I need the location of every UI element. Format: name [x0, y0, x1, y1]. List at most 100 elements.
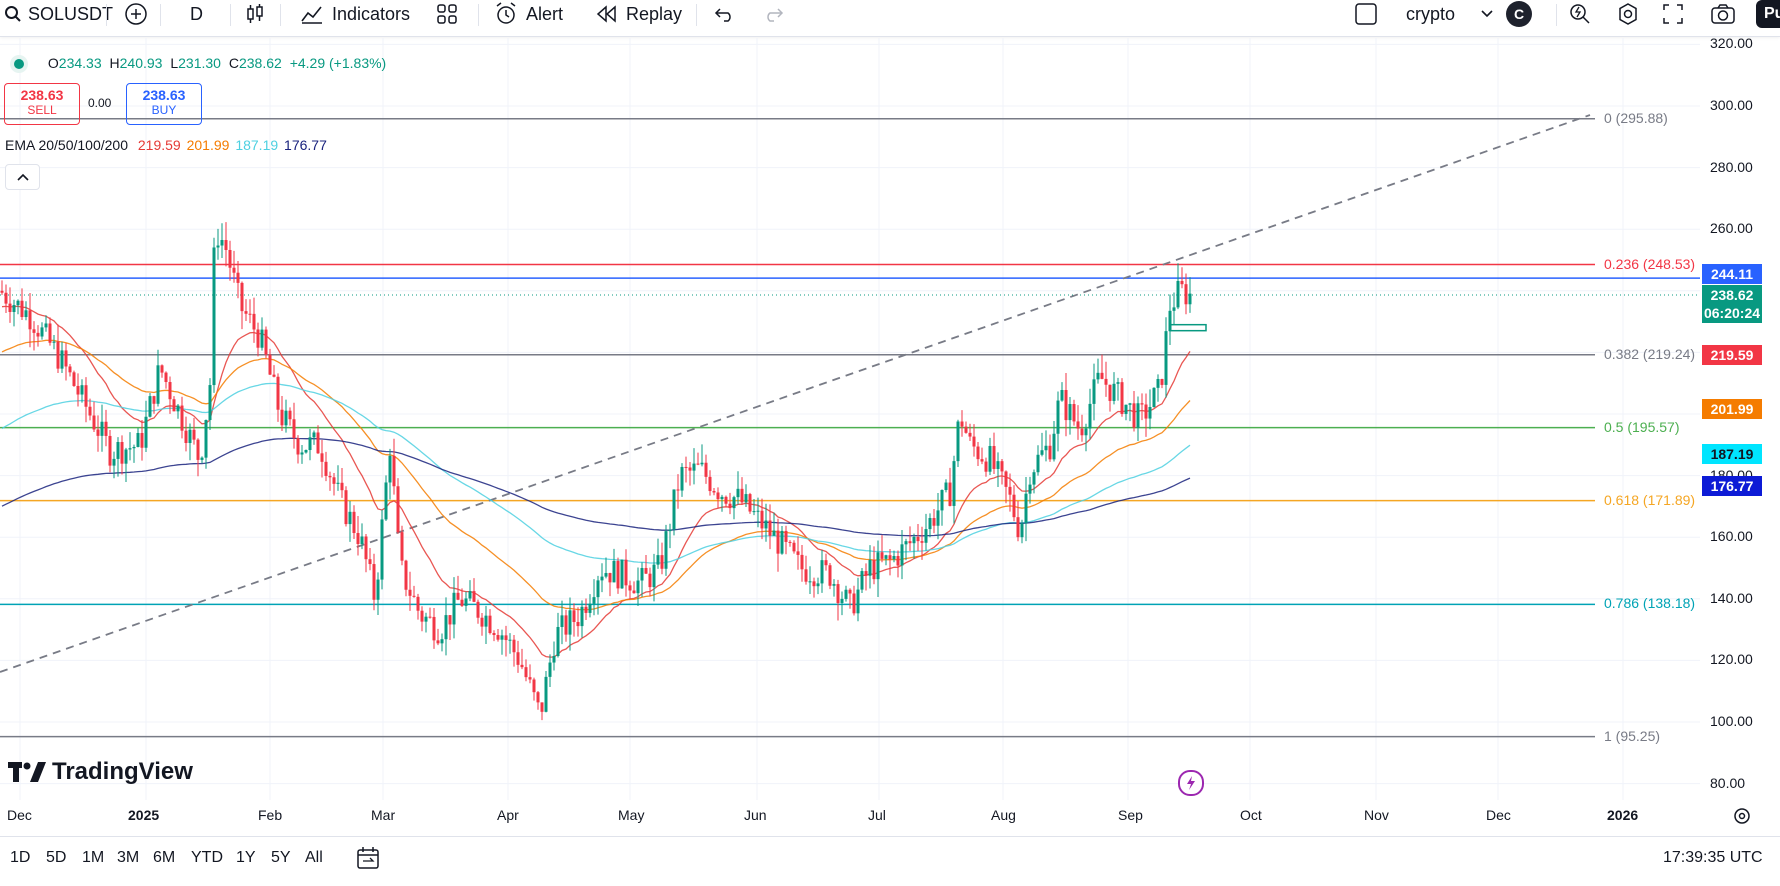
axis-settings-button[interactable] [1732, 806, 1752, 831]
candle-body [1120, 382, 1124, 414]
range-button-all[interactable]: All [305, 849, 323, 866]
ema20-tag: 219.59 [1702, 345, 1762, 365]
sell-button[interactable]: 238.63 SELL [4, 83, 80, 125]
candle-body [40, 327, 44, 337]
candle-body [796, 551, 800, 555]
candle-body [1132, 403, 1136, 428]
candle-body [248, 313, 252, 315]
high-value: 240.93 [119, 55, 163, 71]
ema20-value: 219.59 [137, 137, 181, 153]
range-button-6m[interactable]: 6M [153, 849, 176, 866]
candle-body [264, 329, 268, 355]
candle-body [788, 541, 792, 543]
candle-body [1156, 378, 1160, 388]
candle-body [792, 542, 796, 552]
candle-body [732, 497, 736, 509]
alert-button[interactable]: Alert [494, 0, 563, 28]
snapshot-button[interactable] [1710, 0, 1736, 28]
candle-body [456, 592, 460, 600]
undo-button[interactable] [714, 0, 736, 28]
event-marker[interactable] [1178, 770, 1204, 796]
range-button-ytd[interactable]: YTD [191, 849, 223, 866]
candle-body [364, 536, 368, 560]
ema-lines [1, 305, 1191, 658]
candle-body [1032, 472, 1036, 485]
candle-body [1168, 310, 1172, 332]
range-button-3m[interactable]: 3M [117, 849, 140, 866]
templates-button[interactable] [436, 0, 458, 28]
utc-clock[interactable]: 17:39:35 UTC [1663, 849, 1763, 866]
candle-body [1116, 382, 1120, 384]
candle-body [316, 432, 320, 454]
candle-body [576, 622, 580, 627]
fullscreen-button[interactable] [1662, 0, 1684, 28]
top-toolbar: SOLUSDT D Indicators Alert Replay crypto… [0, 0, 1780, 37]
candle-body [428, 616, 432, 618]
range-button-1y[interactable]: 1Y [236, 849, 256, 866]
candle-body [540, 702, 544, 712]
range-button-1d[interactable]: 1D [10, 849, 31, 866]
layout-button[interactable] [1354, 0, 1378, 28]
candle-body [48, 323, 52, 343]
candle-body [300, 452, 304, 455]
redo-button[interactable] [762, 0, 784, 28]
compare-symbol-button[interactable] [124, 0, 148, 28]
candle-body [1080, 428, 1084, 436]
candle-body [332, 477, 336, 484]
candle-body [564, 615, 568, 635]
user-menu[interactable]: C [1506, 0, 1532, 28]
symbol-search[interactable]: SOLUSDT [4, 0, 113, 28]
candle-body [560, 615, 564, 627]
candle-body [528, 677, 532, 680]
candle-body [532, 679, 536, 693]
indicators-button[interactable]: Indicators [300, 0, 410, 28]
quick-search-button[interactable] [1568, 0, 1592, 28]
last-price-tag: 238.62 06:20:24 [1702, 285, 1762, 323]
candle-body [476, 601, 480, 618]
candle-body [904, 541, 908, 545]
candle-body [244, 311, 248, 314]
candle-body [604, 573, 608, 577]
time-axis-label: May [618, 807, 645, 823]
chart-type-button[interactable] [244, 0, 266, 28]
interval-button[interactable]: D [190, 0, 203, 28]
candle-body [736, 488, 740, 498]
trend-line [0, 114, 1591, 673]
candle-body [584, 606, 588, 613]
candle-body [536, 692, 540, 703]
low-value: 231.30 [178, 55, 221, 71]
toolbar-divider [106, 4, 107, 26]
candle-body [1172, 307, 1176, 311]
layout-name-dropdown[interactable]: crypto [1406, 0, 1493, 28]
publish-button[interactable]: Pu [1756, 0, 1780, 28]
range-button-5d[interactable]: 5D [46, 849, 67, 866]
collapse-legend-button[interactable] [5, 164, 40, 190]
buy-button[interactable]: 238.63 BUY [126, 83, 202, 125]
tradingview-logo[interactable]: TradingView [8, 758, 193, 786]
fib-retracement [0, 114, 1700, 738]
candle-body [652, 564, 656, 588]
candle-body [708, 476, 712, 492]
layout-name: crypto [1406, 3, 1456, 24]
candle-body [836, 584, 840, 604]
replay-label: Replay [626, 3, 683, 24]
candle-body [872, 559, 876, 580]
settings-button[interactable] [1616, 0, 1640, 28]
candle-body [16, 300, 20, 306]
candle-body [352, 511, 356, 534]
candle-body [220, 240, 224, 246]
goto-date-button[interactable] [356, 846, 380, 875]
ema-legend: EMA 20/50/100/200 219.59 201.99 187.19 1… [5, 137, 327, 153]
range-button-5y[interactable]: 5Y [271, 849, 291, 866]
candle-body [56, 341, 60, 369]
replay-button[interactable]: Replay [596, 0, 682, 28]
candle-body [472, 591, 476, 602]
time-axis-label: 2026 [1607, 807, 1639, 823]
candle-body [8, 303, 12, 312]
candle-body [556, 626, 560, 656]
candle-body [160, 365, 164, 373]
candle-body [504, 635, 508, 641]
range-button-1m[interactable]: 1M [82, 849, 105, 866]
candle-body [1008, 486, 1012, 495]
